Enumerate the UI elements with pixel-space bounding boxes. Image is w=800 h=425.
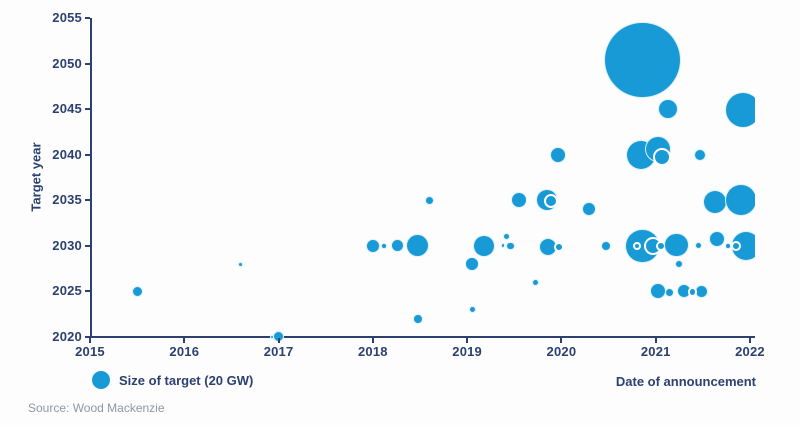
x-tick-label: 2020: [546, 344, 577, 359]
bubble: [506, 241, 515, 250]
x-tick-label: 2022: [735, 344, 765, 359]
bubble: [503, 233, 511, 241]
bubble: [665, 287, 675, 297]
x-tick-label: 2015: [75, 344, 105, 359]
x-tick: [89, 338, 91, 343]
y-tick: [85, 108, 90, 111]
y-tick-label: 2055: [52, 10, 82, 25]
bubble: [687, 287, 698, 298]
x-tick: [371, 338, 374, 343]
y-tick: [85, 199, 90, 202]
bubble: [390, 239, 404, 253]
bubble-layer: [90, 18, 755, 364]
bubble: [725, 92, 755, 129]
bubble: [649, 283, 666, 300]
bubble: [405, 234, 429, 258]
bubble: [708, 230, 726, 247]
y-tick: [85, 62, 90, 65]
bubble: [365, 238, 380, 253]
x-tick-label: 2018: [357, 344, 388, 359]
bubble: [632, 241, 641, 250]
bubble: [381, 243, 387, 249]
bubble: [694, 242, 702, 250]
bubble: [413, 313, 424, 324]
bubble: [703, 190, 728, 215]
bubble: [600, 240, 611, 251]
bubble: [581, 202, 596, 217]
bubble: [532, 278, 540, 286]
bubble: [131, 285, 143, 297]
x-tick-label: 2019: [452, 344, 482, 359]
x-axis-title: Date of announcement: [615, 374, 756, 389]
bubble: [693, 148, 707, 161]
bubble: [675, 260, 684, 269]
y-tick-label: 2035: [52, 192, 82, 208]
y-tick-label: 2030: [52, 237, 82, 253]
bubble: [500, 243, 506, 249]
bubble: [473, 234, 496, 257]
x-tick: [277, 338, 280, 343]
x-tick: [466, 338, 469, 343]
bubble: [664, 232, 689, 257]
bubble: [424, 195, 434, 205]
x-tick: [560, 338, 563, 343]
x-tick-label: 2021: [640, 344, 671, 359]
plot-area: [90, 18, 755, 338]
y-tick-label: 2025: [52, 283, 82, 299]
bubble: [464, 257, 479, 272]
bubble: [469, 306, 477, 314]
bubble: [510, 192, 528, 209]
legend-bubble-icon: [92, 371, 110, 389]
bubble: [238, 261, 244, 267]
y-tick: [85, 336, 90, 338]
bubble: [653, 147, 672, 166]
bubble: [695, 284, 709, 298]
y-tick: [85, 17, 90, 19]
source-note: Source: Wood Mackenzie: [28, 401, 165, 415]
x-tick: [654, 338, 657, 343]
y-tick: [85, 153, 90, 156]
bubble: [549, 146, 566, 163]
x-tick-label: 2017: [263, 344, 294, 359]
x-tick: [183, 338, 186, 343]
x-tick: [749, 338, 751, 343]
legend-label: Size of target (20 GW): [119, 372, 254, 388]
y-tick-label: 2040: [52, 146, 82, 162]
bubble: [544, 194, 559, 209]
y-tick: [85, 244, 90, 247]
x-tick-label: 2016: [169, 344, 200, 359]
y-tick: [85, 290, 90, 293]
y-tick-label: 2045: [52, 101, 82, 117]
bubble: [553, 241, 564, 252]
y-tick-label: 2020: [52, 329, 82, 344]
bubble: [725, 243, 732, 249]
legend: Size of target (20 GW): [92, 371, 253, 389]
bubble: [657, 99, 679, 120]
bubble: [604, 21, 681, 98]
bubble: [724, 184, 755, 217]
y-tick-label: 2050: [52, 55, 82, 71]
bubble: [730, 240, 741, 251]
